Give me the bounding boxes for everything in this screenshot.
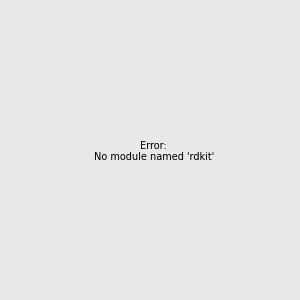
Text: Error:
No module named 'rdkit': Error: No module named 'rdkit' — [94, 141, 214, 162]
